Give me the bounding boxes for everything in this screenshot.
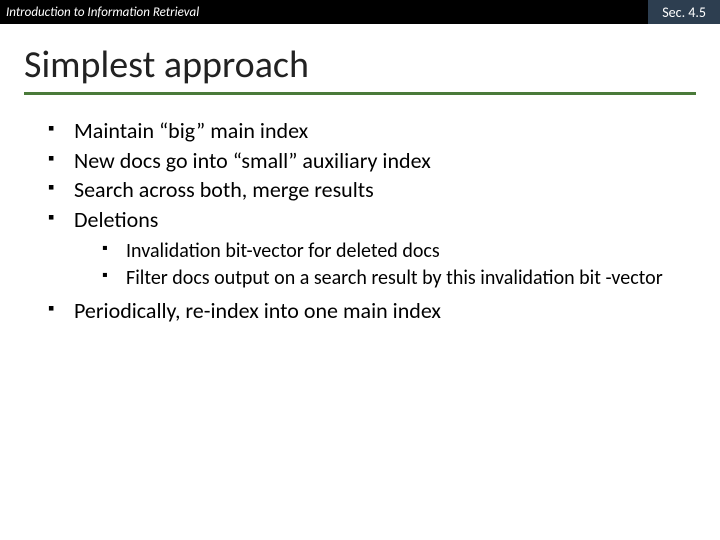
bullet-list: Maintain “big” main index New docs go in…	[28, 117, 692, 325]
sub-bullet-item: Invalidation bit-vector for deleted docs	[102, 239, 692, 264]
bullet-text: Periodically, re-index into one main ind…	[74, 297, 441, 324]
bullet-text: Maintain “big” main index	[74, 117, 308, 144]
sub-bullet-text: Invalidation bit-vector for deleted docs	[126, 239, 440, 263]
content-area: Maintain “big” main index New docs go in…	[0, 103, 720, 325]
bullet-item: Deletions Invalidation bit-vector for de…	[48, 206, 692, 292]
bullet-item: Maintain “big” main index	[48, 117, 692, 145]
bullet-text: Search across both, merge results	[74, 176, 374, 203]
sub-bullet-list: Invalidation bit-vector for deleted docs…	[74, 239, 692, 291]
sub-bullet-item: Filter docs output on a search result by…	[102, 266, 692, 291]
slide-title: Simplest approach	[24, 42, 696, 88]
header-left-text: Introduction to Information Retrieval	[0, 5, 199, 20]
header-bar: Introduction to Information Retrieval Se…	[0, 0, 720, 24]
sub-bullet-text: Filter docs output on a search result by…	[126, 266, 663, 290]
bullet-item: Periodically, re-index into one main ind…	[48, 297, 692, 325]
bullet-item: New docs go into “small” auxiliary index	[48, 147, 692, 175]
bullet-text: New docs go into “small” auxiliary index	[74, 147, 431, 174]
title-area: Simplest approach	[0, 24, 720, 103]
bullet-text: Deletions	[74, 206, 158, 233]
header-section-label: Sec. 4.5	[648, 0, 720, 24]
bullet-item: Search across both, merge results	[48, 176, 692, 204]
title-underline	[24, 92, 696, 95]
